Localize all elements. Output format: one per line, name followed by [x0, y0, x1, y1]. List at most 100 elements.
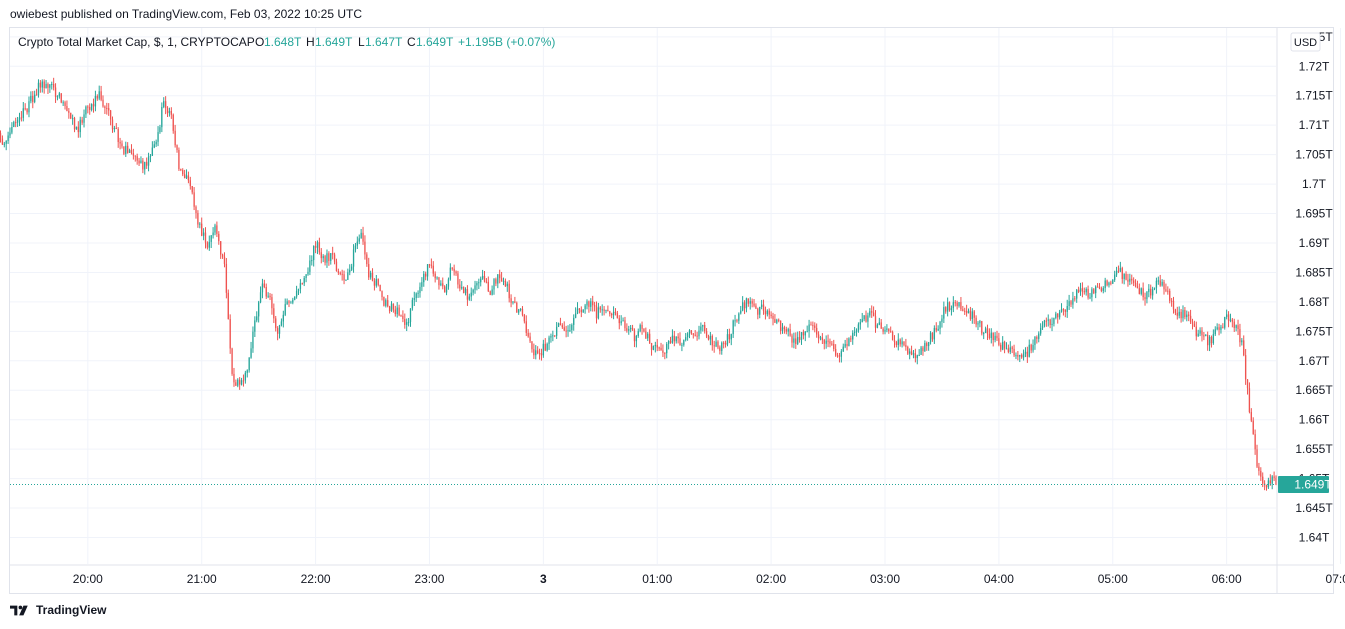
candle-body [307, 271, 309, 275]
candle-body [601, 309, 603, 311]
candle-body [705, 331, 708, 337]
y-tick-label: 1.67T [1299, 354, 1330, 368]
candle-body [187, 175, 190, 181]
candle-body [757, 308, 759, 315]
candle-body [977, 323, 979, 325]
candle-body [787, 329, 789, 332]
candle-body [366, 254, 368, 265]
candle-body [806, 331, 808, 333]
candle-body [1003, 341, 1006, 349]
candle-body [113, 127, 116, 130]
candle-body [861, 319, 863, 323]
candle-body [502, 280, 505, 282]
candle-body [1011, 347, 1013, 349]
ohlc-low-value: 1.647T [365, 35, 403, 49]
candle-body [905, 345, 907, 347]
candle-body [927, 342, 930, 347]
tradingview-brand[interactable]: TradingView [10, 603, 106, 617]
candle-body [1184, 310, 1186, 318]
candle-body [443, 286, 446, 293]
candle-body [629, 327, 632, 330]
candle-body [738, 313, 740, 321]
candle-body [836, 355, 839, 357]
candle-body [37, 82, 40, 96]
candle-body [745, 298, 748, 309]
candle-body [759, 306, 761, 315]
candle-body [1074, 298, 1076, 300]
candle-body [1239, 329, 1241, 343]
candle-body [282, 314, 284, 322]
candle-body [692, 333, 694, 335]
candle-body [347, 272, 349, 280]
candle-body [314, 246, 317, 248]
candle-body [39, 82, 42, 88]
candle-body [1134, 282, 1137, 287]
candle-body [943, 307, 945, 319]
candle-body [54, 87, 57, 97]
candle-body [371, 272, 374, 281]
y-tick-label: 1.715T [1295, 89, 1333, 103]
candle-body [834, 349, 837, 356]
x-tick-label: 06:00 [1212, 572, 1242, 586]
candle-body [151, 147, 154, 156]
candle-body [1045, 320, 1048, 322]
candle-body [859, 322, 861, 325]
candle-body [783, 327, 786, 330]
candle-body [831, 343, 833, 345]
currency-badge[interactable]: USD [1290, 32, 1321, 52]
candle-body [483, 275, 486, 282]
candle-body [1244, 355, 1247, 380]
candle-body [259, 292, 262, 303]
candle-body [1172, 300, 1175, 310]
candle-body [910, 351, 913, 355]
candle-body [948, 302, 951, 311]
candle-body [240, 380, 243, 385]
candle-body [967, 310, 970, 314]
candle-body [1225, 314, 1228, 318]
candle-body [98, 91, 100, 99]
candle-body [656, 344, 658, 348]
candle-body [609, 311, 611, 314]
candle-body [246, 370, 248, 373]
candle-body [32, 95, 34, 102]
chart-frame [9, 27, 1334, 594]
candle-body [588, 301, 590, 307]
candle-body [159, 127, 161, 133]
candle-body [774, 319, 776, 323]
candle-body [817, 334, 820, 339]
candle-body [603, 309, 605, 311]
candle-body [605, 309, 607, 311]
candle-body [1254, 434, 1256, 450]
candle-body [58, 93, 61, 97]
candle-body [434, 273, 436, 279]
candle-body [430, 264, 433, 266]
candle-body [795, 338, 797, 344]
candle-body [1267, 480, 1270, 488]
candle-body [1051, 323, 1053, 326]
candle-body [1142, 288, 1144, 298]
candle-body [185, 175, 188, 179]
candle-body [485, 281, 488, 283]
candle-body [1174, 309, 1177, 313]
candle-body [1019, 354, 1021, 357]
candle-body [571, 324, 573, 331]
candle-body [909, 351, 911, 354]
candle-body [466, 289, 469, 300]
candle-body [478, 282, 480, 284]
candle-body [713, 345, 715, 347]
candle-body [954, 302, 956, 304]
grid-layer [10, 28, 1342, 564]
candle-body [89, 107, 91, 110]
candle-body [352, 249, 355, 267]
candle-body [493, 279, 495, 290]
candle-body [1028, 344, 1030, 357]
candle-body [743, 302, 746, 309]
candle-body [561, 325, 563, 328]
y-tick-label: 1.655T [1295, 442, 1333, 456]
candle-body [838, 355, 841, 357]
candle-body [671, 335, 674, 343]
candle-body [770, 314, 772, 317]
candle-body [827, 340, 829, 342]
candle-body [212, 232, 214, 236]
